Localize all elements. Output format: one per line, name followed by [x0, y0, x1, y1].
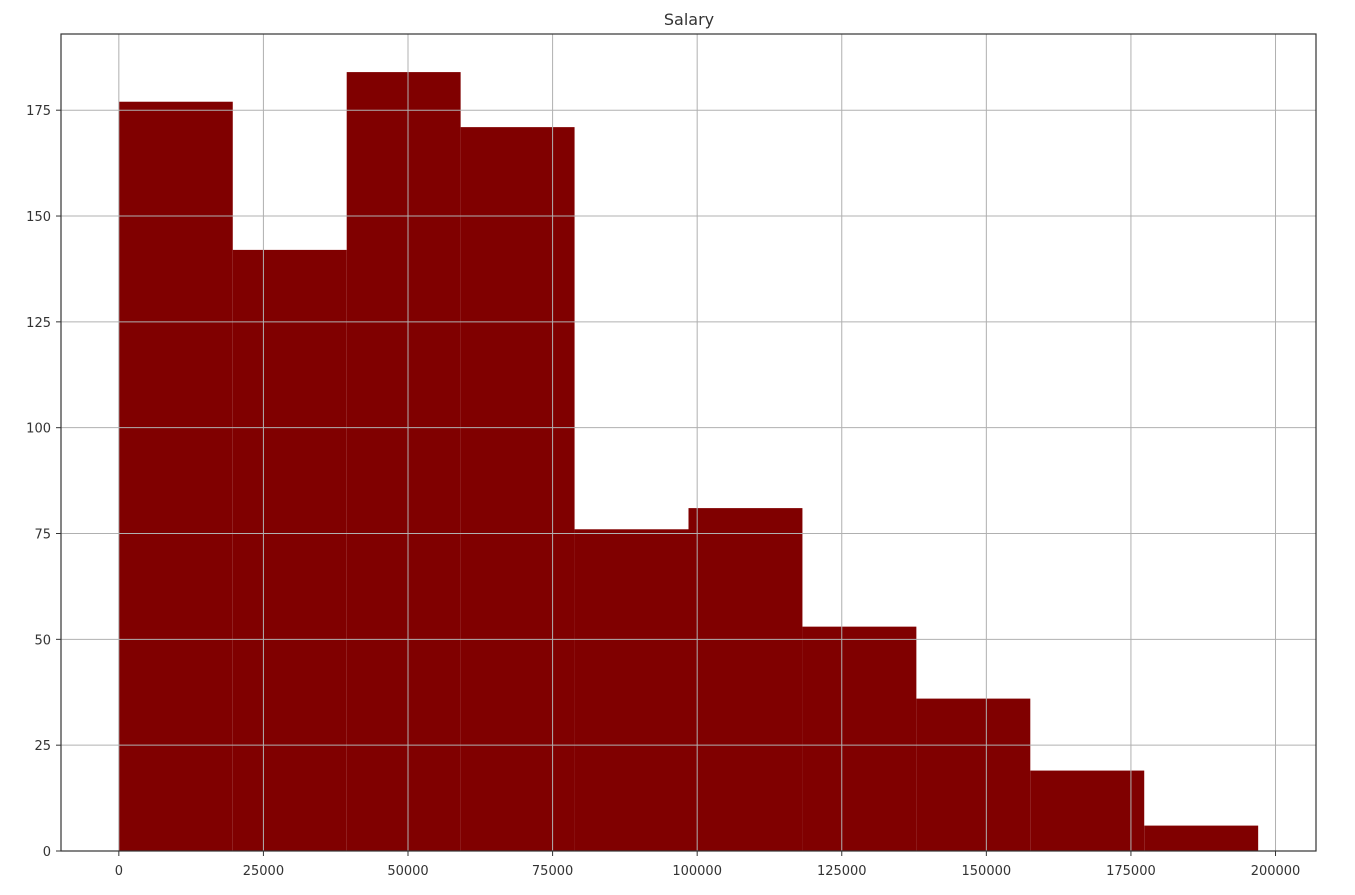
y-axis: 0 25 50 75 100 125 150 175 [26, 104, 61, 860]
histogram-bar [916, 698, 1031, 851]
x-tick-label: 75000 [532, 864, 573, 879]
axes-frame [60, 33, 1317, 852]
histogram-bar [346, 72, 461, 851]
grid-lines [61, 34, 1316, 852]
histogram-bar [802, 626, 917, 851]
histogram-bar [1030, 770, 1145, 851]
y-tick-label: 0 [43, 845, 51, 860]
histogram-bar [460, 127, 575, 852]
histogram-bar [1144, 825, 1259, 851]
x-tick-label: 25000 [243, 864, 284, 879]
y-tick-label: 25 [34, 739, 51, 754]
histogram-bar [118, 101, 233, 851]
y-tick-label: 75 [34, 528, 51, 543]
y-tick-label: 125 [26, 316, 51, 331]
x-tick-label: 175000 [1106, 864, 1156, 879]
x-tick-label: 200000 [1251, 864, 1301, 879]
x-tick-label: 150000 [962, 864, 1012, 879]
x-tick-label: 50000 [387, 864, 428, 879]
x-tick-label: 100000 [672, 864, 722, 879]
y-tick-label: 150 [26, 210, 51, 225]
histogram-bars [118, 72, 1259, 852]
y-tick-label: 100 [26, 422, 51, 437]
histogram-bar [574, 529, 689, 851]
x-tick-label: 125000 [817, 864, 867, 879]
y-tick-label: 50 [34, 633, 51, 648]
chart-title: Salary [664, 10, 714, 29]
histogram-bar [232, 249, 347, 852]
x-tick-label: 0 [115, 864, 123, 879]
x-axis: 0 25000 50000 75000 100000 125000 150000 175000… [115, 851, 1301, 879]
histogram-bar [688, 508, 803, 851]
y-tick-label: 175 [26, 104, 51, 119]
